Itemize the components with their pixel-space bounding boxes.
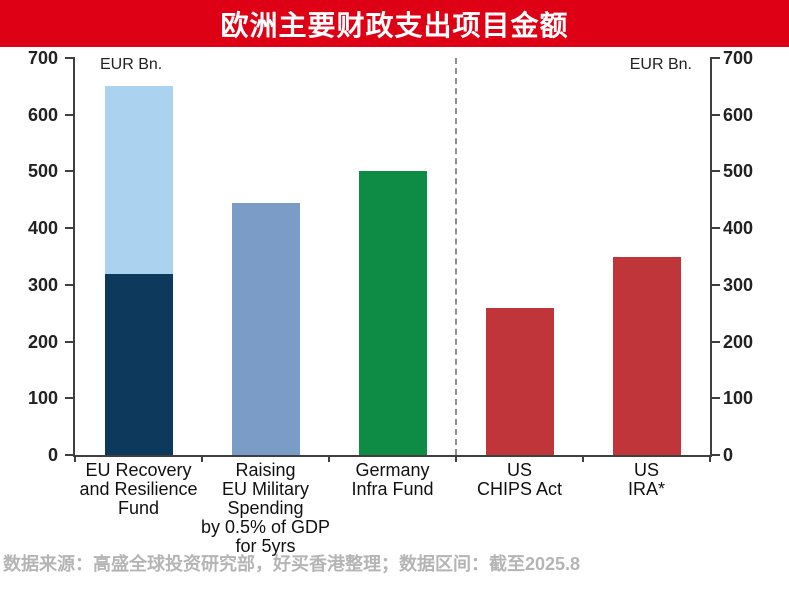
x-category-label-line: for 5yrs: [235, 536, 296, 556]
x-axis-tick-mark: [582, 455, 584, 462]
title-banner: 欧洲主要财政支出项目金额: [0, 0, 789, 47]
bar-single-segment: [485, 307, 554, 455]
bar-single-segment: [231, 202, 300, 455]
y-axis-right-tick-label: 400: [723, 218, 754, 239]
x-category-label: Germany Infra Fund: [313, 461, 473, 499]
y-axis-left-tick-label: 0: [47, 445, 58, 465]
x-category-label-line: by 0.5% of GDP: [200, 517, 331, 537]
x-category-label-line: Fund: [117, 498, 160, 518]
y-axis-right-tick-label: 500: [723, 161, 754, 182]
x-category-label-line: US: [633, 460, 659, 480]
y-axis-left-tick-mark: [65, 283, 73, 286]
y-axis-left-tick-label: 400: [27, 218, 58, 239]
y-axis-left-tick-mark: [65, 454, 73, 456]
x-category-label-line: EU Military: [221, 479, 309, 499]
y-axis-right-tick-label: 700: [723, 48, 754, 68]
x-category-label: Raising EU Military Spending by 0.5% of GDP…: [186, 461, 346, 556]
y-axis-left-tick-mark: [65, 113, 73, 116]
y-axis-left-tick-label: 500: [27, 161, 58, 182]
y-axis-right-tick-label: 100: [723, 388, 754, 409]
y-axis-right-tick-mark: [712, 340, 720, 343]
x-category-label-line: Germany: [355, 460, 430, 480]
y-axis-left-tick-label: 200: [27, 331, 58, 352]
y-axis-left-tick-mark: [65, 227, 73, 230]
region-divider-dashed-line: [455, 58, 457, 455]
y-axis-unit-label-right: EUR Bn.: [629, 56, 692, 73]
y-axis-left-tick-mark: [65, 340, 73, 343]
y-axis-left-tick-mark: [65, 57, 73, 59]
bar-single-segment: [612, 256, 681, 455]
bar-single-segment: [358, 171, 427, 455]
y-axis-unit-label-left: EUR Bn.: [100, 56, 163, 73]
y-axis-left-tick-label: 600: [27, 104, 58, 125]
y-axis-left-tick-label: 700: [27, 48, 58, 68]
source-note: 数据来源：高盛全球投资研究部，好买香港整理；数据区间：截至2025.8: [3, 554, 581, 574]
x-axis-tick-mark: [328, 455, 330, 462]
bar-lower-segment: [104, 273, 173, 455]
x-category-label: US IRA*: [567, 461, 727, 499]
x-category-label-line: US: [506, 460, 532, 480]
y-axis-right-tick-label: 300: [723, 274, 754, 295]
x-axis-tick-mark: [74, 455, 76, 462]
page-title: 欧洲主要财政支出项目金额: [220, 9, 569, 41]
x-axis-tick-mark: [455, 455, 457, 462]
y-axis-left-tick-mark: [65, 397, 73, 400]
y-axis-right-tick-label: 0: [723, 445, 734, 465]
x-category-label-line: Spending: [227, 498, 304, 518]
y-axis-right-tick-mark: [712, 397, 720, 400]
x-category-label: US CHIPS Act: [440, 461, 600, 499]
x-axis-tick-mark: [201, 455, 203, 462]
x-category-label-line: Infra Fund: [351, 479, 434, 499]
y-axis-right-spine: [710, 57, 712, 457]
x-category-label-line: Raising: [235, 460, 296, 480]
y-axis-left-tick-mark: [65, 170, 73, 173]
y-axis-right-tick-mark: [712, 113, 720, 116]
y-axis-right-tick-mark: [712, 454, 720, 456]
x-category-label-line: EU Recovery: [85, 460, 192, 480]
y-axis-right-tick-mark: [712, 170, 720, 173]
y-axis-right-tick-mark: [712, 283, 720, 286]
y-axis-right-tick-mark: [712, 227, 720, 230]
x-axis-tick-mark: [709, 455, 711, 462]
y-axis-left-tick-label: 100: [27, 388, 58, 409]
y-axis-right-tick-label: 600: [723, 104, 754, 125]
x-category-label-line: CHIPS Act: [476, 479, 563, 499]
x-category-label-line: and Resilience: [79, 479, 198, 499]
y-axis-right-tick-mark: [712, 57, 720, 59]
x-category-label-line: IRA*: [627, 479, 665, 499]
x-axis-spine: [73, 455, 712, 457]
chart-area: EUR Bn. EUR Bn. 0 0 100 100 200 200 300 300 400 4…: [27, 48, 754, 556]
y-axis-left-spine: [73, 57, 75, 457]
bar-upper-segment: [104, 86, 173, 274]
y-axis-left-tick-label: 300: [27, 274, 58, 295]
x-category-label: EU Recovery and Resilience Fund: [59, 461, 219, 518]
y-axis-right-tick-label: 200: [723, 331, 754, 352]
